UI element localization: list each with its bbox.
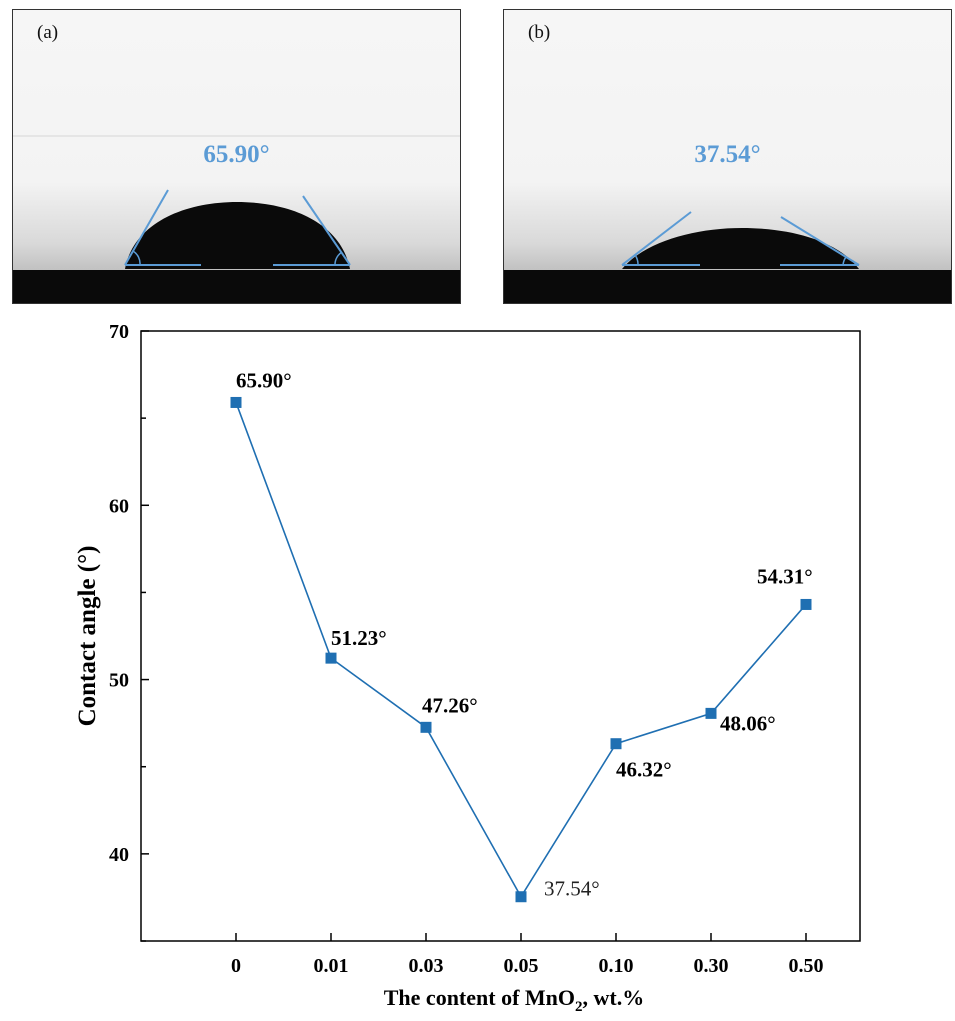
x-axis-label: The content of MnO2, wt.% — [384, 985, 644, 1015]
substrate-a — [13, 270, 460, 303]
x-tick-label: 0.05 — [504, 955, 539, 977]
droplet-b — [622, 228, 859, 269]
droplet-photo-a: (a) 65.90° — [12, 9, 461, 304]
x-axis-label-tail: , wt.% — [583, 985, 645, 1010]
y-axis-label: Contact angle (°) — [74, 546, 101, 727]
series-contact-angle — [230, 396, 812, 903]
x-tick-label: 0 — [231, 955, 241, 977]
droplet-image-b — [504, 10, 951, 303]
data-label: 51.23° — [331, 626, 387, 650]
data-point-marker — [610, 738, 622, 750]
x-tick-label: 0.30 — [694, 955, 729, 977]
substrate-b — [504, 270, 951, 303]
tangent-right-a — [302, 195, 351, 266]
data-label: 46.32° — [616, 758, 672, 782]
y-tick-label: 70 — [109, 321, 129, 343]
x-tick-label: 0.50 — [789, 955, 824, 977]
data-point-marker — [800, 598, 812, 610]
droplet-photo-b: (b) 37.54° — [503, 9, 952, 304]
series-line — [235, 402, 807, 899]
data-point-marker — [515, 891, 527, 903]
y-tick-label: 50 — [109, 670, 129, 692]
data-label: 48.06° — [720, 711, 776, 735]
data-point-marker — [705, 707, 717, 719]
data-labels: 65.90° 51.23° 47.26° 37.54° 46.32° 48.06° 54.3… — [236, 368, 813, 900]
x-axis-label-main: The content of MnO — [384, 985, 575, 1010]
y-tick-label: 40 — [109, 844, 129, 866]
panel-label-a: (a) — [37, 22, 59, 43]
droplet-a — [125, 202, 350, 269]
tangent-left-b — [621, 211, 692, 266]
data-label: 47.26° — [422, 693, 478, 717]
data-label: 37.54° — [544, 877, 600, 901]
y-tick-label: 60 — [109, 495, 129, 517]
x-tick-label: 0.10 — [599, 955, 634, 977]
data-point-marker — [325, 652, 337, 664]
y-axis: 40 50 60 70 — [109, 321, 149, 942]
data-point-marker — [420, 721, 432, 733]
x-axis: 0 0.01 0.03 0.05 0.10 0.30 0.50 — [231, 933, 824, 977]
panel-label-b: (b) — [528, 22, 551, 43]
x-tick-label: 0.03 — [409, 955, 444, 977]
panel-angle-b: 37.54° — [694, 141, 761, 168]
tangent-left-a — [124, 189, 169, 266]
plot-frame — [140, 330, 861, 942]
data-point-marker — [230, 396, 242, 408]
droplet-image-a — [13, 10, 460, 303]
data-label: 65.90° — [236, 368, 292, 392]
panel-angle-a: 65.90° — [203, 141, 270, 168]
data-label: 54.31° — [757, 564, 813, 588]
x-axis-label-subscript: 2 — [575, 999, 583, 1015]
x-tick-label: 0.01 — [314, 955, 349, 977]
